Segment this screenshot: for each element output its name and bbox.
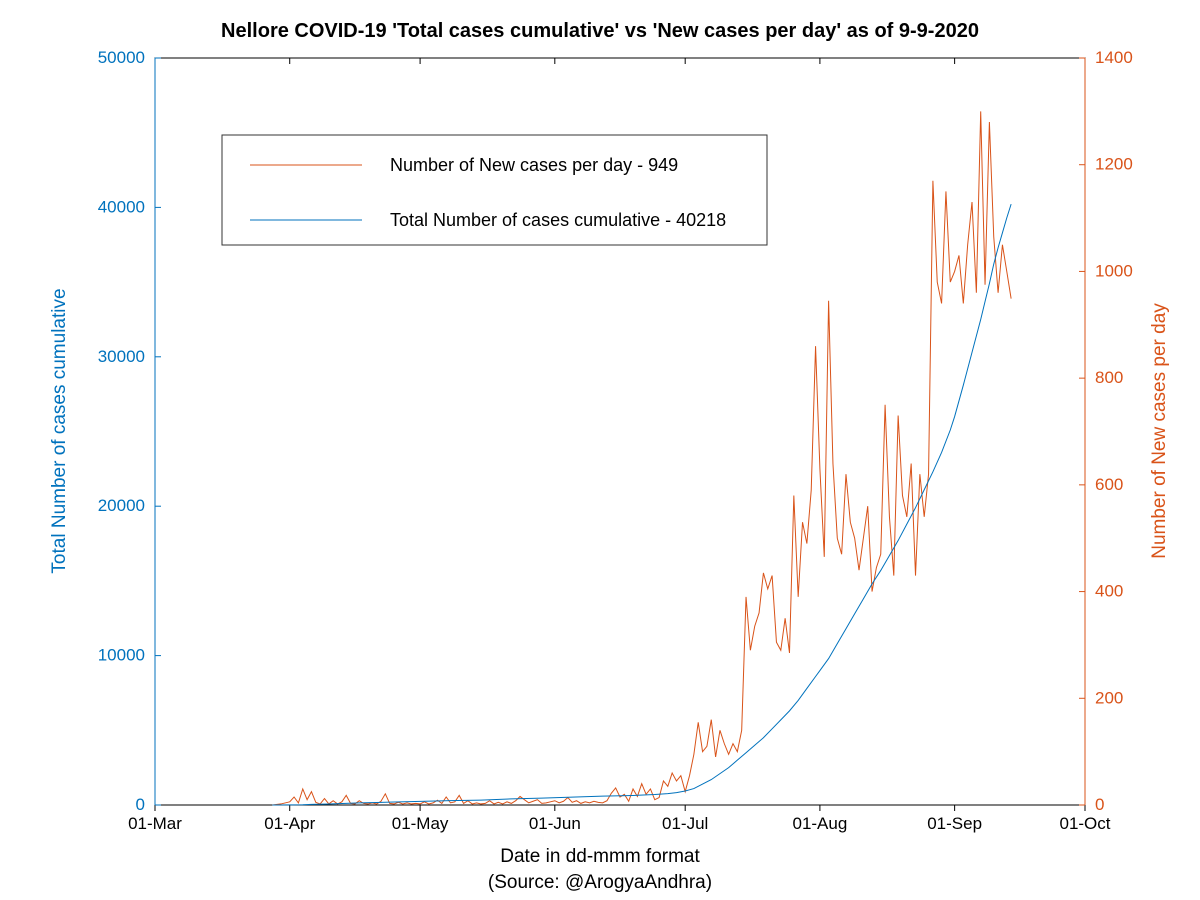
chart-svg: 01-Mar 01-Apr 01-May 01-Jun 01-Jul 01-Aug 01-S… bbox=[0, 0, 1200, 900]
x-tick-label: 01-Sep bbox=[927, 814, 982, 833]
x-tick-label: 01-Jun bbox=[529, 814, 581, 833]
legend-label: Number of New cases per day - 949 bbox=[390, 155, 678, 175]
x-tick-label: 01-Jul bbox=[662, 814, 708, 833]
x-tick-label: 01-Aug bbox=[792, 814, 847, 833]
chart-figure: Nellore COVID-19 'Total cases cumulative… bbox=[0, 0, 1200, 900]
y2-tick-label: 1400 bbox=[1095, 48, 1133, 67]
y1-tick-label: 10000 bbox=[98, 646, 145, 665]
y2-tick-label: 600 bbox=[1095, 475, 1123, 494]
y2-tick-label: 800 bbox=[1095, 368, 1123, 387]
y2-tick-label: 200 bbox=[1095, 688, 1123, 707]
y1-tick-label: 30000 bbox=[98, 347, 145, 366]
y2-tick-label: 1000 bbox=[1095, 261, 1133, 280]
legend-label: Total Number of cases cumulative - 40218 bbox=[390, 210, 726, 230]
y2-tick-label: 1200 bbox=[1095, 155, 1133, 174]
y2-tick-label: 0 bbox=[1095, 795, 1104, 814]
y1-tick-label: 0 bbox=[136, 795, 145, 814]
x-tick-label: 01-Apr bbox=[264, 814, 315, 833]
y1-tick-label: 50000 bbox=[98, 48, 145, 67]
x-tick-label: 01-May bbox=[392, 814, 449, 833]
y1-tick-label: 20000 bbox=[98, 496, 145, 515]
y1-tick-label: 40000 bbox=[98, 197, 145, 216]
x-tick-label: 01-Oct bbox=[1059, 814, 1110, 833]
y2-tick-label: 400 bbox=[1095, 582, 1123, 601]
x-tick-label: 01-Mar bbox=[128, 814, 182, 833]
